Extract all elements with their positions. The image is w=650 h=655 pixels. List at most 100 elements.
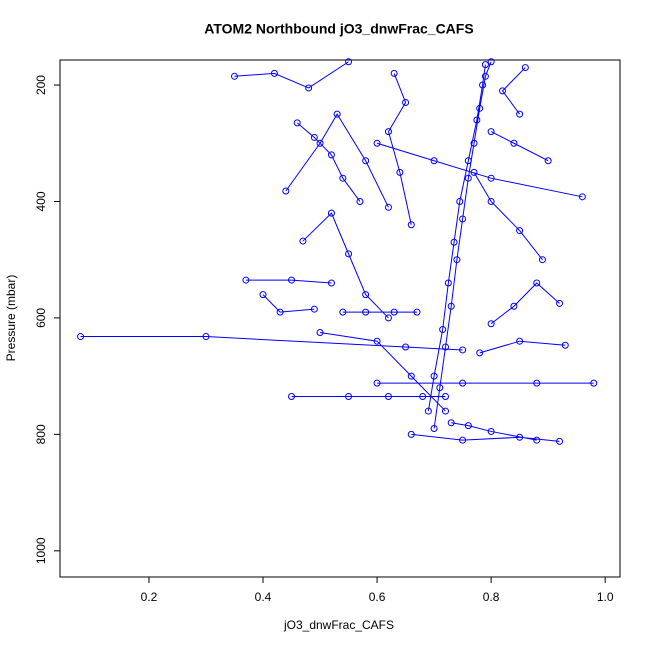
data-point <box>333 110 341 118</box>
data-point <box>402 99 410 107</box>
chart-title: ATOM2 Northbound jO3_dnwFrac_CAFS <box>204 21 473 37</box>
data-point <box>447 419 455 427</box>
data-point <box>487 58 495 66</box>
data-point <box>407 372 415 380</box>
data-point <box>316 139 324 147</box>
data-point <box>476 104 484 112</box>
data-point <box>459 346 467 354</box>
data-point <box>356 197 364 205</box>
y-axis-title: Pressure (mbar) <box>4 275 18 362</box>
data-point <box>470 168 478 176</box>
data-point <box>516 433 524 441</box>
data-point <box>459 436 467 444</box>
data-point <box>242 276 250 284</box>
data-point <box>441 407 449 415</box>
data-point <box>407 430 415 438</box>
data-point <box>487 427 495 435</box>
data-point <box>533 436 541 444</box>
data-point <box>310 305 318 313</box>
x-axis-title: jO3_dnwFrac_CAFS <box>283 618 394 632</box>
data-point <box>345 58 353 66</box>
data-point <box>516 227 524 235</box>
data-point <box>362 291 370 299</box>
data-point <box>510 302 518 310</box>
data-point <box>578 193 586 201</box>
data-point <box>384 314 392 322</box>
data-point <box>327 279 335 287</box>
data-point <box>396 168 404 176</box>
data-point <box>231 72 239 80</box>
data-point <box>556 299 564 307</box>
data-point <box>373 139 381 147</box>
data-point <box>487 128 495 136</box>
data-point <box>487 320 495 328</box>
data-line <box>80 61 594 442</box>
data-point <box>464 157 472 165</box>
data-point <box>441 393 449 401</box>
data-point <box>384 128 392 136</box>
data-point <box>270 69 278 77</box>
data-point <box>516 110 524 118</box>
y-tick-label: 200 <box>34 75 48 95</box>
data-point <box>276 308 284 316</box>
data-point <box>430 157 438 165</box>
data-point <box>407 221 415 229</box>
data-point <box>419 393 427 401</box>
data-point <box>288 276 296 284</box>
x-tick-label: 0.8 <box>483 590 500 604</box>
data-point <box>538 256 546 264</box>
data-point <box>464 422 472 430</box>
x-tick-label: 0.4 <box>255 590 272 604</box>
data-point <box>384 203 392 211</box>
data-point <box>345 250 353 258</box>
data-point <box>305 84 313 92</box>
y-tick-label: 800 <box>34 424 48 444</box>
data-point <box>481 72 489 80</box>
data-point <box>77 333 85 341</box>
data-point <box>413 308 421 316</box>
data-point <box>441 343 449 351</box>
data-point <box>447 302 455 310</box>
data-point <box>316 328 324 336</box>
data-point <box>533 279 541 287</box>
data-point <box>339 174 347 182</box>
x-tick-label: 1.0 <box>597 590 614 604</box>
data-point <box>487 174 495 182</box>
data-point <box>430 425 438 433</box>
data-point <box>459 379 467 387</box>
data-point <box>453 256 461 264</box>
data-point <box>362 157 370 165</box>
data-point <box>430 372 438 380</box>
data-point <box>293 119 301 127</box>
data-point <box>479 81 487 89</box>
y-tick-label: 600 <box>34 308 48 328</box>
data-point <box>424 407 432 415</box>
data-point <box>299 237 307 245</box>
plot-frame <box>59 59 621 578</box>
data-point <box>436 384 444 392</box>
data-point <box>456 197 464 205</box>
data-point <box>288 393 296 401</box>
data-point <box>499 87 507 95</box>
data-point <box>362 308 370 316</box>
data-point <box>310 133 318 141</box>
data-point <box>459 215 467 223</box>
data-point <box>390 69 398 77</box>
data-point <box>390 308 398 316</box>
x-tick-label: 0.6 <box>369 590 386 604</box>
data-point <box>481 61 489 69</box>
data-point <box>470 139 478 147</box>
data-point <box>327 209 335 217</box>
data-point <box>259 291 267 299</box>
data-point <box>487 197 495 205</box>
data-point <box>444 279 452 287</box>
data-point <box>202 333 210 341</box>
data-point <box>473 116 481 124</box>
y-tick-label: 1000 <box>34 537 48 564</box>
data-point <box>450 238 458 246</box>
data-point <box>556 437 564 445</box>
data-point <box>373 337 381 345</box>
data-point <box>544 157 552 165</box>
data-point <box>345 393 353 401</box>
